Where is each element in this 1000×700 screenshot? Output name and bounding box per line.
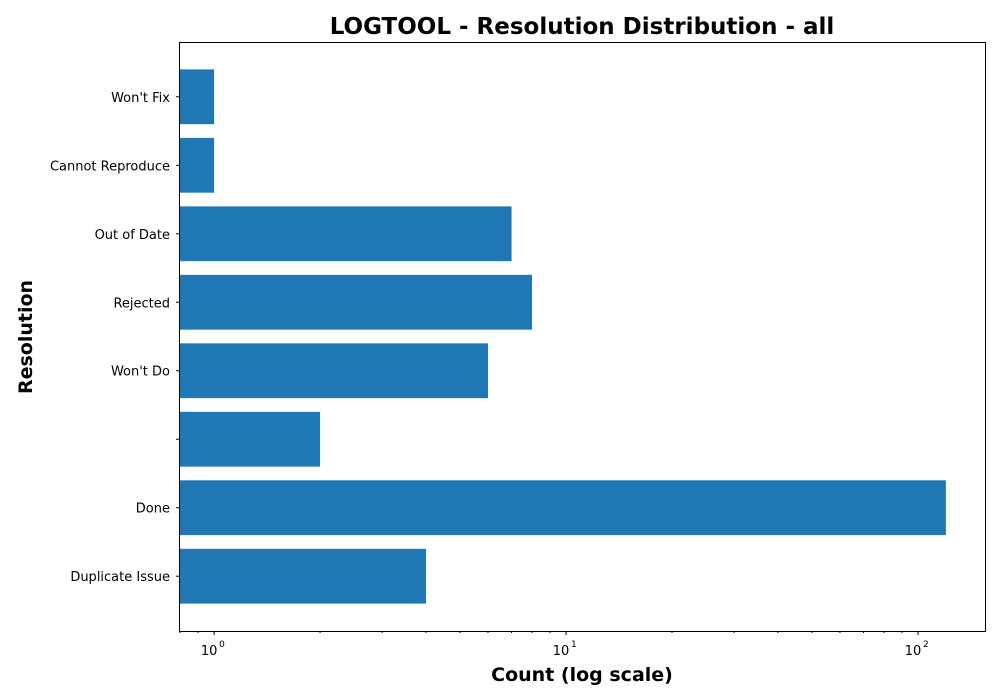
x-tick-label: 10 bbox=[905, 644, 922, 659]
bar bbox=[180, 137, 215, 193]
x-tick-label: 10 bbox=[553, 644, 570, 659]
y-tick-label: Rejected bbox=[113, 296, 170, 311]
y-tick-label: Duplicate Issue bbox=[70, 570, 170, 585]
y-tick-label: Done bbox=[136, 502, 170, 517]
y-axis-label: Resolution bbox=[15, 280, 37, 394]
x-tick-label: 10 bbox=[201, 644, 218, 659]
plot-frame bbox=[179, 42, 986, 632]
y-tick-label: Cannot Reproduce bbox=[50, 159, 170, 174]
x-tick-exponent: 0 bbox=[219, 640, 225, 650]
bar bbox=[180, 480, 946, 536]
x-axis-label: Count (log scale) bbox=[491, 664, 673, 686]
y-tick-label: Won't Do bbox=[111, 365, 170, 380]
bar bbox=[180, 206, 512, 262]
y-tick-label: Out of Date bbox=[95, 228, 170, 243]
bar bbox=[180, 343, 488, 399]
y-axis-ticks: Duplicate Issue Done Won't Do Rejected Out o… bbox=[50, 91, 180, 585]
bar bbox=[180, 411, 321, 467]
x-tick-exponent: 2 bbox=[923, 640, 929, 650]
chart-title: LOGTOOL - Resolution Distribution - all bbox=[330, 14, 835, 40]
x-tick-exponent: 1 bbox=[571, 640, 577, 650]
bar bbox=[180, 274, 532, 330]
bars-group bbox=[180, 69, 946, 604]
x-axis-ticks: 10 0 10 1 10 2 bbox=[179, 631, 929, 659]
bar bbox=[180, 69, 215, 125]
bar bbox=[180, 548, 427, 604]
y-tick-label: Won't Fix bbox=[111, 91, 170, 106]
